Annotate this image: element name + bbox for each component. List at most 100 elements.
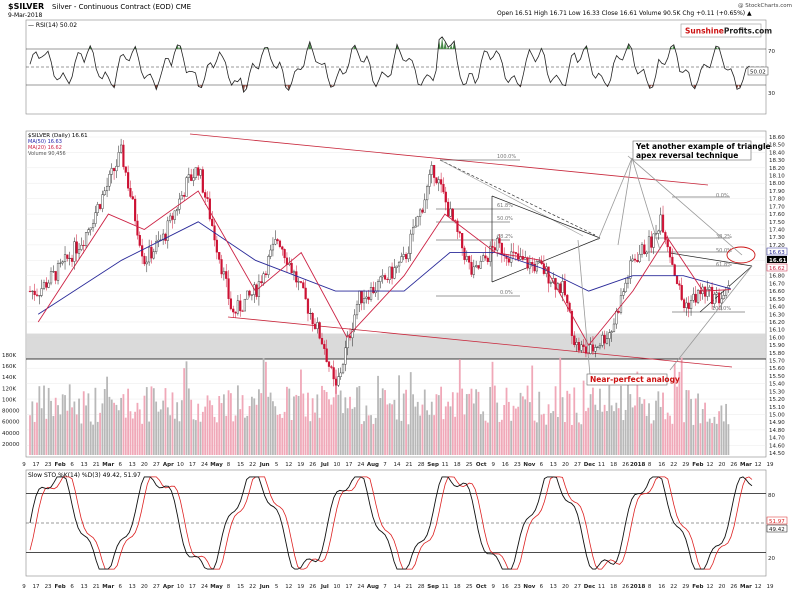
x-axis-label: 18 xyxy=(454,584,461,590)
volume-bar xyxy=(225,415,228,455)
volume-bar xyxy=(157,411,160,455)
x-axis-label: 26 xyxy=(622,584,629,590)
volume-bar xyxy=(115,404,118,455)
volume-bar xyxy=(671,423,674,455)
candle-body xyxy=(320,338,324,345)
candle-body xyxy=(456,220,459,232)
volume-tick-label: 120K xyxy=(2,386,16,392)
candle-body xyxy=(229,298,232,310)
volume-bar xyxy=(416,401,419,455)
price-tick-label: 18.30 xyxy=(769,158,785,164)
x-axis-label: 21 xyxy=(93,584,100,590)
candle-body xyxy=(84,232,88,246)
candle-body xyxy=(521,256,524,260)
x-axis-label: 23 xyxy=(514,584,521,590)
volume-bar xyxy=(468,393,471,455)
volume-bar xyxy=(669,415,671,455)
candle-body xyxy=(661,214,665,233)
x-axis-label: 21 xyxy=(93,462,100,468)
x-axis-label: 13 xyxy=(550,462,557,468)
candle-body xyxy=(486,257,489,262)
candle-body xyxy=(372,287,375,294)
x-axis-label: 22 xyxy=(249,584,256,590)
candle-body xyxy=(304,287,307,300)
volume-bar xyxy=(54,397,57,455)
volume-bar xyxy=(33,421,36,455)
price-tick-label: 17.70 xyxy=(769,204,785,210)
volume-bar xyxy=(690,398,692,455)
x-axis-label: 26 xyxy=(730,462,737,468)
candle-body xyxy=(421,209,424,213)
x-axis-label: 13 xyxy=(129,584,136,590)
x-axis-label: 11 xyxy=(598,462,605,468)
x-axis-label: 16 xyxy=(502,584,509,590)
volume-tick-label: 40000 xyxy=(2,431,20,437)
candle-body xyxy=(475,265,478,268)
volume-bar xyxy=(222,394,225,455)
candle-body xyxy=(411,227,415,235)
candle-body xyxy=(220,259,223,275)
volume-bar xyxy=(493,385,496,455)
candle-body xyxy=(148,246,151,263)
x-axis-label: 17 xyxy=(189,462,196,468)
candle-body xyxy=(575,342,578,346)
x-axis-label: Nov xyxy=(523,462,535,468)
x-axis-label: 22 xyxy=(670,584,677,590)
volume-bar xyxy=(134,411,137,455)
volume-bar xyxy=(349,396,351,455)
volume-bar xyxy=(384,390,386,455)
price-tick-label: 16.50 xyxy=(769,297,785,303)
volume-bar xyxy=(503,405,506,455)
x-axis-label: 17 xyxy=(33,462,40,468)
price-tick-label: 15.00 xyxy=(769,412,785,418)
volume-bar xyxy=(580,424,583,455)
x-axis-label: 10 xyxy=(333,584,340,590)
candle-body xyxy=(533,264,536,272)
volume-bar xyxy=(370,415,372,455)
candle-body xyxy=(428,174,431,187)
candle-body xyxy=(334,378,338,386)
volume-bar xyxy=(419,415,421,455)
candle-body xyxy=(528,262,531,269)
volume-bar xyxy=(638,397,641,455)
volume-bar xyxy=(622,420,625,455)
volume-bar xyxy=(412,394,414,455)
volume-bar xyxy=(302,393,305,455)
volume-bar xyxy=(454,416,457,455)
candle-body xyxy=(390,266,394,279)
candle-body xyxy=(96,204,99,213)
volume-bar xyxy=(309,421,312,455)
volume-bar xyxy=(491,361,494,455)
volume-bar xyxy=(720,405,723,455)
volume-bar xyxy=(617,408,620,455)
volume-bar xyxy=(456,392,459,455)
candle-body xyxy=(278,240,282,247)
volume-bar xyxy=(150,386,153,455)
volume-bar xyxy=(159,409,162,455)
volume-bar xyxy=(606,410,608,455)
volume-bar xyxy=(145,387,148,455)
x-axis-label: 6 xyxy=(540,462,544,468)
candle-body xyxy=(671,256,674,265)
legend-volume: Volume 90,456 xyxy=(28,151,66,157)
volume-bar xyxy=(683,422,685,455)
candle-body xyxy=(42,282,46,289)
volume-bar xyxy=(351,408,354,455)
volume-bar xyxy=(173,418,176,455)
candle-body xyxy=(559,283,562,293)
volume-bar xyxy=(206,395,209,455)
volume-bar xyxy=(236,385,239,455)
candle-body xyxy=(360,290,363,304)
volume-bar xyxy=(447,401,450,455)
x-axis-label: Nov xyxy=(523,584,535,590)
fib-levels-2 xyxy=(650,196,745,313)
candle-body xyxy=(271,243,275,251)
candle-body xyxy=(584,346,588,354)
volume-bar xyxy=(295,394,298,455)
volume-bar xyxy=(435,394,438,455)
volume-bar xyxy=(594,404,597,455)
volume-bar xyxy=(337,394,340,455)
volume-bar xyxy=(634,405,636,455)
x-axis-label: 17 xyxy=(189,584,196,590)
fib-label: 50.0% xyxy=(497,216,513,222)
